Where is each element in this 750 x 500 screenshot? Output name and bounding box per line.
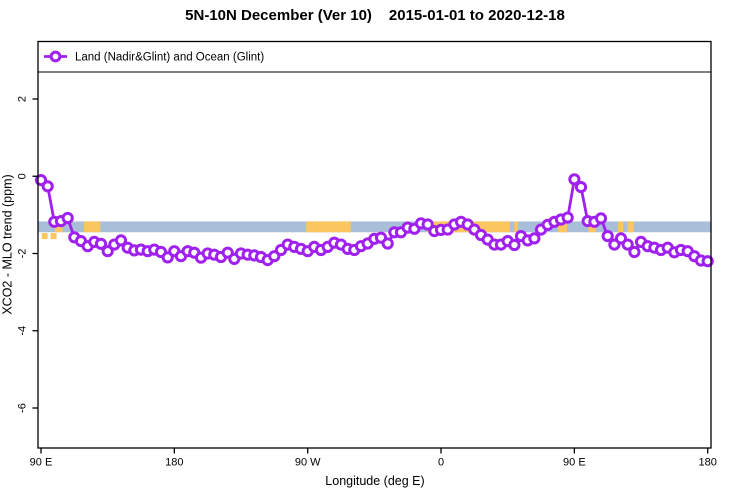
y-axis-title: XCO2 - MLO trend (ppm) — [0, 174, 15, 315]
data-point — [61, 211, 74, 225]
ocean-band — [38, 221, 711, 233]
land-patch — [627, 221, 634, 233]
land-patch — [514, 221, 519, 233]
data-point — [41, 180, 54, 193]
chart-title-main: 5N-10N December (Ver 10) — [185, 7, 372, 24]
y-tick-label: -4 — [17, 326, 29, 336]
x-tick-label: 180 — [165, 457, 183, 469]
data-point — [594, 212, 608, 225]
data-point — [568, 173, 581, 186]
land-fleck — [41, 233, 48, 240]
data-point — [421, 218, 434, 231]
data-point — [628, 245, 641, 259]
data-point — [381, 237, 394, 250]
data-point — [621, 238, 634, 251]
y-tick-label: -6 — [17, 403, 29, 413]
x-tick-label: 90 E — [30, 457, 53, 469]
y-tick-label: -2 — [17, 249, 29, 259]
x-tick-label: 90 E — [563, 457, 586, 469]
legend-label: Land (Nadir&Glint) and Ocean (Glint) — [75, 52, 264, 64]
land-patch — [558, 221, 567, 233]
data-point — [601, 230, 614, 243]
land-patch — [618, 221, 624, 233]
land-fleck — [50, 233, 57, 240]
data-point — [701, 255, 714, 268]
chart-title: 5N-10N December (Ver 10) 2015-01-01 to 20… — [0, 7, 750, 24]
y-tick-label: 2 — [17, 96, 29, 102]
legend-marker-sample — [49, 50, 62, 63]
x-tick-label: 0 — [438, 457, 444, 469]
data-point — [528, 232, 541, 245]
x-axis-title: Longitude (deg E) — [325, 474, 425, 488]
y-tick-label: 0 — [17, 173, 29, 179]
land-patch — [83, 221, 101, 233]
data-point — [94, 237, 108, 250]
x-tick-label: 180 — [699, 457, 717, 469]
data-point — [508, 238, 521, 252]
data-point — [561, 211, 574, 224]
land-patch — [55, 221, 63, 233]
land-patch — [306, 221, 351, 233]
plot-border — [37, 40, 712, 449]
data-point — [574, 181, 588, 194]
x-tick-label: 90 W — [295, 457, 321, 469]
data-point — [114, 234, 128, 247]
chart-title-daterange: 2015-01-01 to 2020-12-18 — [388, 7, 565, 24]
